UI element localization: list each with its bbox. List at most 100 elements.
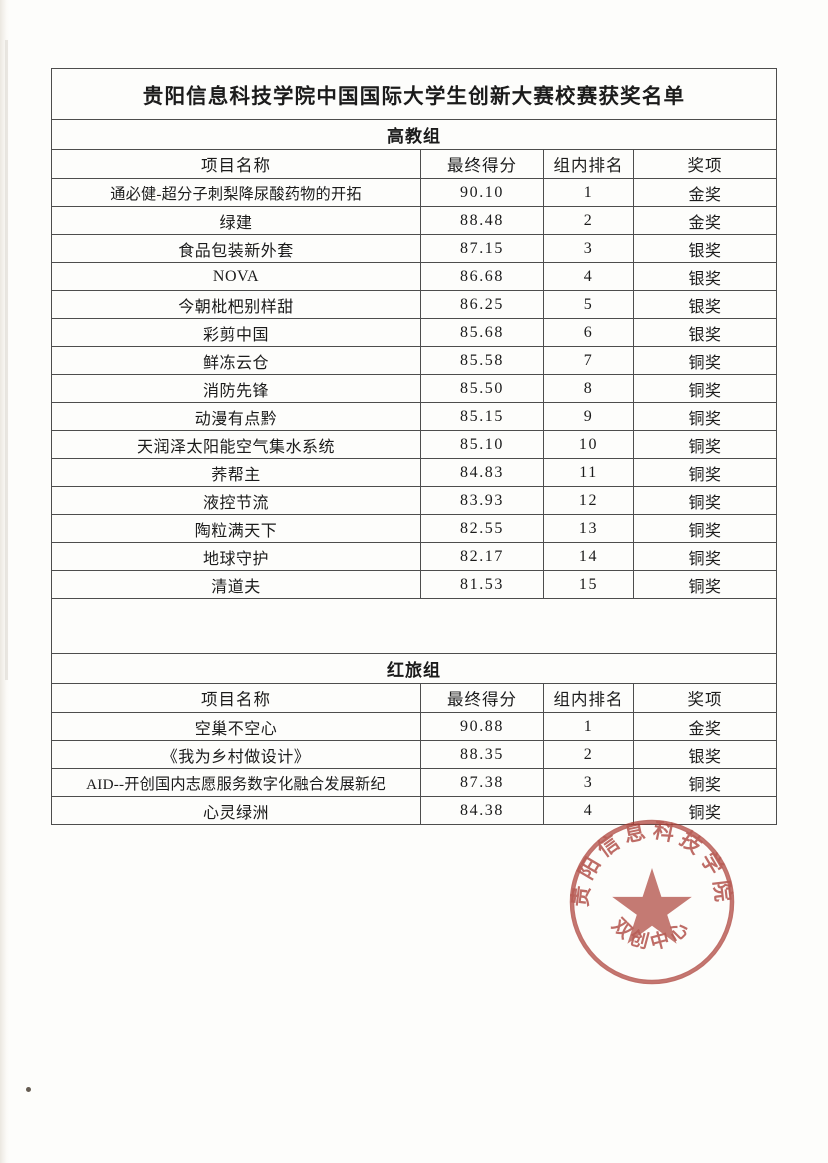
cell-group-rank: 3 (543, 768, 634, 797)
cell-group-rank: 15 (543, 570, 634, 599)
cell-project-name: 消防先锋 (51, 374, 421, 403)
group-header-row: 高教组 (51, 119, 777, 150)
award-list-table: 贵阳信息科技学院中国国际大学生创新大赛校赛获奖名单 高教组 项目名称 最终得分 组内排名… (51, 68, 777, 825)
cell-group-rank: 4 (543, 796, 634, 825)
column-header-name: 项目名称 (51, 683, 421, 713)
column-header-row: 项目名称 最终得分 组内排名 奖项 (51, 149, 777, 179)
cell-final-score: 85.15 (420, 402, 544, 431)
cell-final-score: 88.35 (420, 740, 544, 769)
cell-award: 铜奖 (633, 402, 777, 431)
cell-group-rank: 14 (543, 542, 634, 571)
cell-project-name: 天润泽太阳能空气集水系统 (51, 430, 421, 459)
cell-project-name: 陶粒满天下 (51, 514, 421, 543)
column-header-award: 奖项 (633, 683, 777, 713)
cell-project-name: 鲜冻云仓 (51, 346, 421, 375)
table-row: 彩剪中国 85.68 6 银奖 (51, 318, 777, 347)
cell-award: 铜奖 (633, 346, 777, 375)
cell-group-rank: 4 (543, 262, 634, 291)
cell-award: 银奖 (633, 318, 777, 347)
column-header-score: 最终得分 (420, 149, 544, 179)
column-header-row: 项目名称 最终得分 组内排名 奖项 (51, 683, 777, 713)
cell-final-score: 85.50 (420, 374, 544, 403)
cell-group-rank: 5 (543, 290, 634, 319)
cell-award: 铜奖 (633, 768, 777, 797)
column-header-name: 项目名称 (51, 149, 421, 179)
cell-project-name: NOVA (51, 262, 421, 291)
cell-final-score: 85.58 (420, 346, 544, 375)
cell-award: 金奖 (633, 712, 777, 741)
table-row: 鲜冻云仓 85.58 7 铜奖 (51, 346, 777, 375)
cell-award: 金奖 (633, 206, 777, 235)
cell-award: 铜奖 (633, 796, 777, 825)
cell-group-rank: 12 (543, 486, 634, 515)
cell-project-name: 清道夫 (51, 570, 421, 599)
cell-award: 铜奖 (633, 514, 777, 543)
cell-project-name: 《我为乡村做设计》 (51, 740, 421, 769)
cell-final-score: 81.53 (420, 570, 544, 599)
cell-group-rank: 11 (543, 458, 634, 487)
cell-project-name: 今朝枇杷别样甜 (51, 290, 421, 319)
cell-final-score: 82.17 (420, 542, 544, 571)
cell-project-name: 绿建 (51, 206, 421, 235)
table-row: NOVA 86.68 4 银奖 (51, 262, 777, 291)
table-row: 清道夫 81.53 15 铜奖 (51, 570, 777, 599)
cell-project-name: AID--开创国内志愿服务数字化融合发展新纪 (51, 768, 421, 797)
table-row: 天润泽太阳能空气集水系统 85.10 10 铜奖 (51, 430, 777, 459)
scan-edge-artifact-2 (5, 40, 8, 680)
cell-group-rank: 2 (543, 206, 634, 235)
cell-award: 银奖 (633, 290, 777, 319)
table-row: 心灵绿洲 84.38 4 铜奖 (51, 796, 777, 825)
cell-final-score: 90.88 (420, 712, 544, 741)
cell-award: 铜奖 (633, 458, 777, 487)
table-row: 地球守护 82.17 14 铜奖 (51, 542, 777, 571)
cell-final-score: 84.83 (420, 458, 544, 487)
cell-award: 铜奖 (633, 430, 777, 459)
cell-group-rank: 2 (543, 740, 634, 769)
cell-group-rank: 9 (543, 402, 634, 431)
cell-award: 铜奖 (633, 570, 777, 599)
cell-group-rank: 1 (543, 712, 634, 741)
cell-final-score: 90.10 (420, 178, 544, 207)
official-seal-icon: 贵阳信息科技学院 双创中心 (566, 816, 738, 988)
cell-final-score: 84.38 (420, 796, 544, 825)
table-row: 《我为乡村做设计》 88.35 2 银奖 (51, 740, 777, 769)
cell-final-score: 88.48 (420, 206, 544, 235)
cell-final-score: 83.93 (420, 486, 544, 515)
cell-award: 铜奖 (633, 374, 777, 403)
table-row: 通必健-超分子刺梨降尿酸药物的开拓 90.10 1 金奖 (51, 178, 777, 207)
table-row: 液控节流 83.93 12 铜奖 (51, 486, 777, 515)
cell-group-rank: 3 (543, 234, 634, 263)
cell-project-name: 通必健-超分子刺梨降尿酸药物的开拓 (51, 178, 421, 207)
table-row: 动漫有点黔 85.15 9 铜奖 (51, 402, 777, 431)
page-title: 贵阳信息科技学院中国国际大学生创新大赛校赛获奖名单 (51, 68, 777, 120)
cell-award: 银奖 (633, 234, 777, 263)
cell-project-name: 彩剪中国 (51, 318, 421, 347)
title-row: 贵阳信息科技学院中国国际大学生创新大赛校赛获奖名单 (51, 68, 777, 120)
spacer-cell (51, 598, 777, 654)
cell-project-name: 动漫有点黔 (51, 402, 421, 431)
scan-edge-artifact (0, 0, 9, 1163)
column-header-score: 最终得分 (420, 683, 544, 713)
cell-final-score: 85.68 (420, 318, 544, 347)
cell-final-score: 87.15 (420, 234, 544, 263)
group-label-0: 高教组 (51, 119, 777, 150)
table-row: 空巢不空心 90.88 1 金奖 (51, 712, 777, 741)
cell-final-score: 87.38 (420, 768, 544, 797)
cell-project-name: 空巢不空心 (51, 712, 421, 741)
cell-group-rank: 1 (543, 178, 634, 207)
spacer-row (51, 598, 777, 654)
column-header-rank: 组内排名 (543, 149, 634, 179)
table-row: 绿建 88.48 2 金奖 (51, 206, 777, 235)
cell-group-rank: 8 (543, 374, 634, 403)
cell-final-score: 82.55 (420, 514, 544, 543)
cell-project-name: 液控节流 (51, 486, 421, 515)
cell-award: 金奖 (633, 178, 777, 207)
cell-project-name: 荞帮主 (51, 458, 421, 487)
cell-project-name: 食品包装新外套 (51, 234, 421, 263)
cell-award: 铜奖 (633, 542, 777, 571)
group-label-1: 红旅组 (51, 653, 777, 684)
table-row: 食品包装新外套 87.15 3 银奖 (51, 234, 777, 263)
svg-text:贵阳信息科技学院: 贵阳信息科技学院 (568, 818, 736, 908)
cell-group-rank: 6 (543, 318, 634, 347)
